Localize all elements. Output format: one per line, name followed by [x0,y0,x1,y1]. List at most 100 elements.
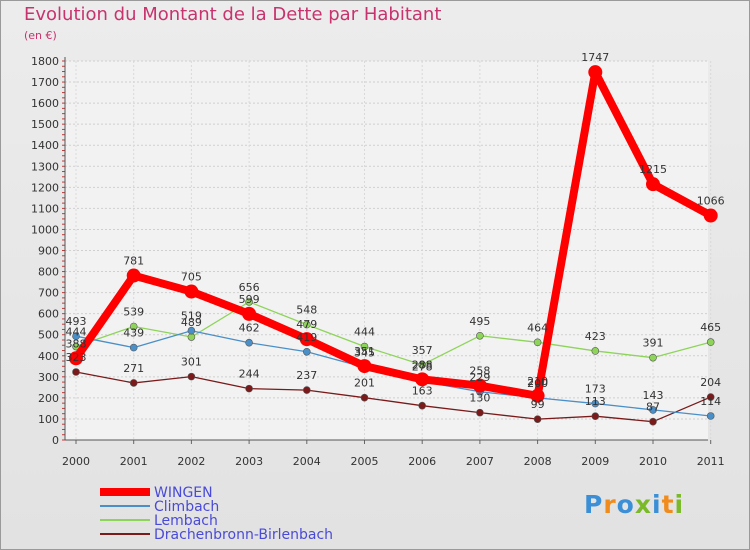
data-label: 87 [646,401,660,414]
data-point [360,393,369,402]
data-point [357,359,372,374]
data-point [649,417,657,426]
logo-letter: r [603,490,617,519]
data-point [472,378,487,393]
data-point [302,320,311,329]
y-tick-label: 1600 [31,97,59,110]
data-point [72,332,80,340]
data-point [706,412,715,420]
data-label: 345 [354,346,375,359]
data-point [302,386,311,394]
data-label: 444 [66,326,87,339]
data-label: 114 [700,395,721,408]
data-label: 271 [123,362,144,375]
series-line [75,371,711,423]
data-point [245,384,253,393]
chart-unit-label: (en €) [24,29,57,42]
x-tick-label: 2011 [697,455,725,468]
data-label: 229 [469,371,490,384]
data-label: 419 [296,331,317,344]
data-label: 163 [412,385,433,398]
data-point [418,361,427,369]
logo-letter: o [616,490,635,519]
y-tick-label: 100 [38,413,59,426]
data-point [129,322,138,331]
data-label: 1215 [639,163,667,176]
data-point [591,347,600,355]
data-label: 539 [123,306,144,319]
y-tick-label: 500 [38,329,59,342]
data-point [588,65,603,80]
data-label: 357 [412,344,433,357]
data-point [187,326,196,335]
axes: 0 100 200 300 400 500 600 700 800 900 1000 1100 1200… [31,55,725,468]
data-point [299,332,314,347]
data-point [129,343,138,352]
data-label: 278 [412,360,433,373]
y-tick-label: 400 [38,350,59,363]
y-tick-label: 300 [38,371,59,384]
grid [65,60,712,441]
data-label: 258 [469,365,490,378]
y-tick-label: 700 [38,287,59,300]
data-label: 130 [469,392,490,405]
data-label: 204 [700,376,721,389]
data-label: 143 [643,389,664,402]
data-point [360,342,369,351]
data-label: 519 [181,310,202,323]
logo-letter: i [652,490,662,519]
legend: WINGENClimbachLembachDrachenbronn-Birlen… [100,485,333,543]
x-tick-label: 2007 [466,455,494,468]
data-label: 548 [296,304,317,317]
data-label: 479 [296,318,317,331]
data-point [187,333,196,341]
data-label: 210 [527,375,548,388]
data-label: 388 [66,337,87,350]
x-tick-label: 2004 [293,455,321,468]
series-line [75,301,711,366]
data-point [69,351,83,366]
data-label: 323 [66,351,87,364]
data-point [706,393,715,401]
legend-label: Climbach [154,499,219,515]
data-point [703,208,718,223]
y-tick-label: 1300 [31,160,59,173]
y-tick-label: 1000 [31,223,59,236]
series-line [72,68,713,400]
y-tick-label: 600 [38,308,59,321]
data-point [649,353,657,362]
data-label: 391 [643,337,664,350]
data-point [302,347,311,356]
x-tick-label: 2006 [408,455,436,468]
data-label: 462 [239,322,260,335]
data-label: 1066 [697,195,725,208]
legend-label: Drachenbronn-Birlenbach [154,527,333,543]
data-point [418,401,427,410]
data-point [187,372,196,381]
data-label: 200 [527,377,548,390]
x-tick-label: 2003 [235,455,263,468]
x-tick-label: 2009 [581,455,609,468]
logo-letter: i [674,490,685,519]
data-label: 244 [239,368,260,381]
data-label: 599 [239,293,260,306]
y-tick-label: 1200 [31,181,59,194]
data-point [530,388,545,403]
data-label: 99 [531,398,545,411]
data-label: 495 [469,315,490,328]
data-label: 288 [412,358,433,371]
series-lines [69,65,718,426]
data-point [245,338,253,347]
x-tick-label: 2008 [524,455,552,468]
data-point [533,338,542,347]
y-tick-label: 1100 [31,202,59,215]
y-tick-label: 1800 [31,55,59,68]
proxiti-logo: Proxiti [584,490,684,519]
y-tick-label: 1700 [31,76,59,89]
data-point [242,306,257,321]
data-label: 1747 [581,51,609,64]
data-label: 489 [181,316,202,329]
data-label: 465 [700,321,721,334]
data-label: 237 [296,369,317,382]
